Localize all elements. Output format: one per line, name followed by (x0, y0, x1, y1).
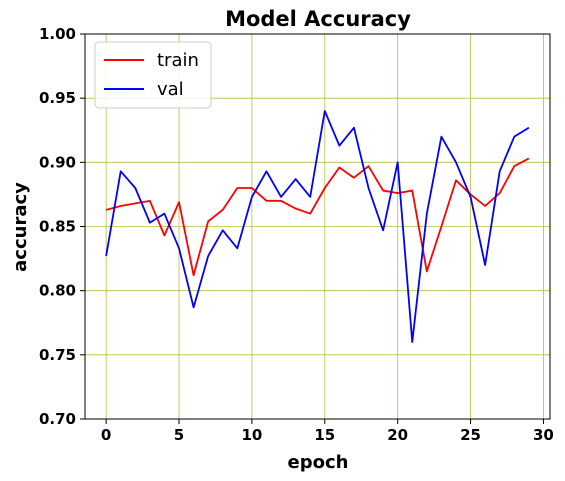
x-tick-label: 15 (314, 426, 335, 444)
y-tick-label: 0.70 (39, 410, 76, 428)
legend-label-train: train (157, 50, 199, 71)
series-line-val (105, 110, 530, 343)
y-tick-label: 0.80 (39, 282, 76, 300)
legend: train val (94, 41, 212, 109)
series-line-train (105, 157, 530, 277)
x-tick-label: 25 (460, 426, 481, 444)
x-axis-ticks: 0 5 10 15 20 25 30 (101, 419, 554, 444)
series-lines (105, 110, 530, 343)
y-tick-label: 0.90 (39, 153, 76, 171)
x-tick-label: 10 (241, 426, 262, 444)
x-tick-label: 0 (101, 426, 111, 444)
legend-label-val: val (157, 79, 184, 100)
chart-title: Model Accuracy (225, 7, 411, 31)
y-tick-label: 0.85 (39, 218, 76, 236)
y-tick-label: 1.00 (39, 25, 76, 43)
y-axis-ticks: 0.70 0.75 0.80 0.85 0.90 0.95 1.00 (39, 25, 85, 428)
x-tick-label: 30 (533, 426, 554, 444)
y-tick-label: 0.95 (39, 89, 76, 107)
x-axis-label: epoch (288, 452, 349, 473)
y-axis-label: accuracy (10, 182, 31, 272)
y-tick-label: 0.75 (39, 346, 76, 364)
x-tick-label: 20 (387, 426, 408, 444)
x-tick-label: 5 (174, 426, 184, 444)
legend-box (94, 41, 212, 109)
